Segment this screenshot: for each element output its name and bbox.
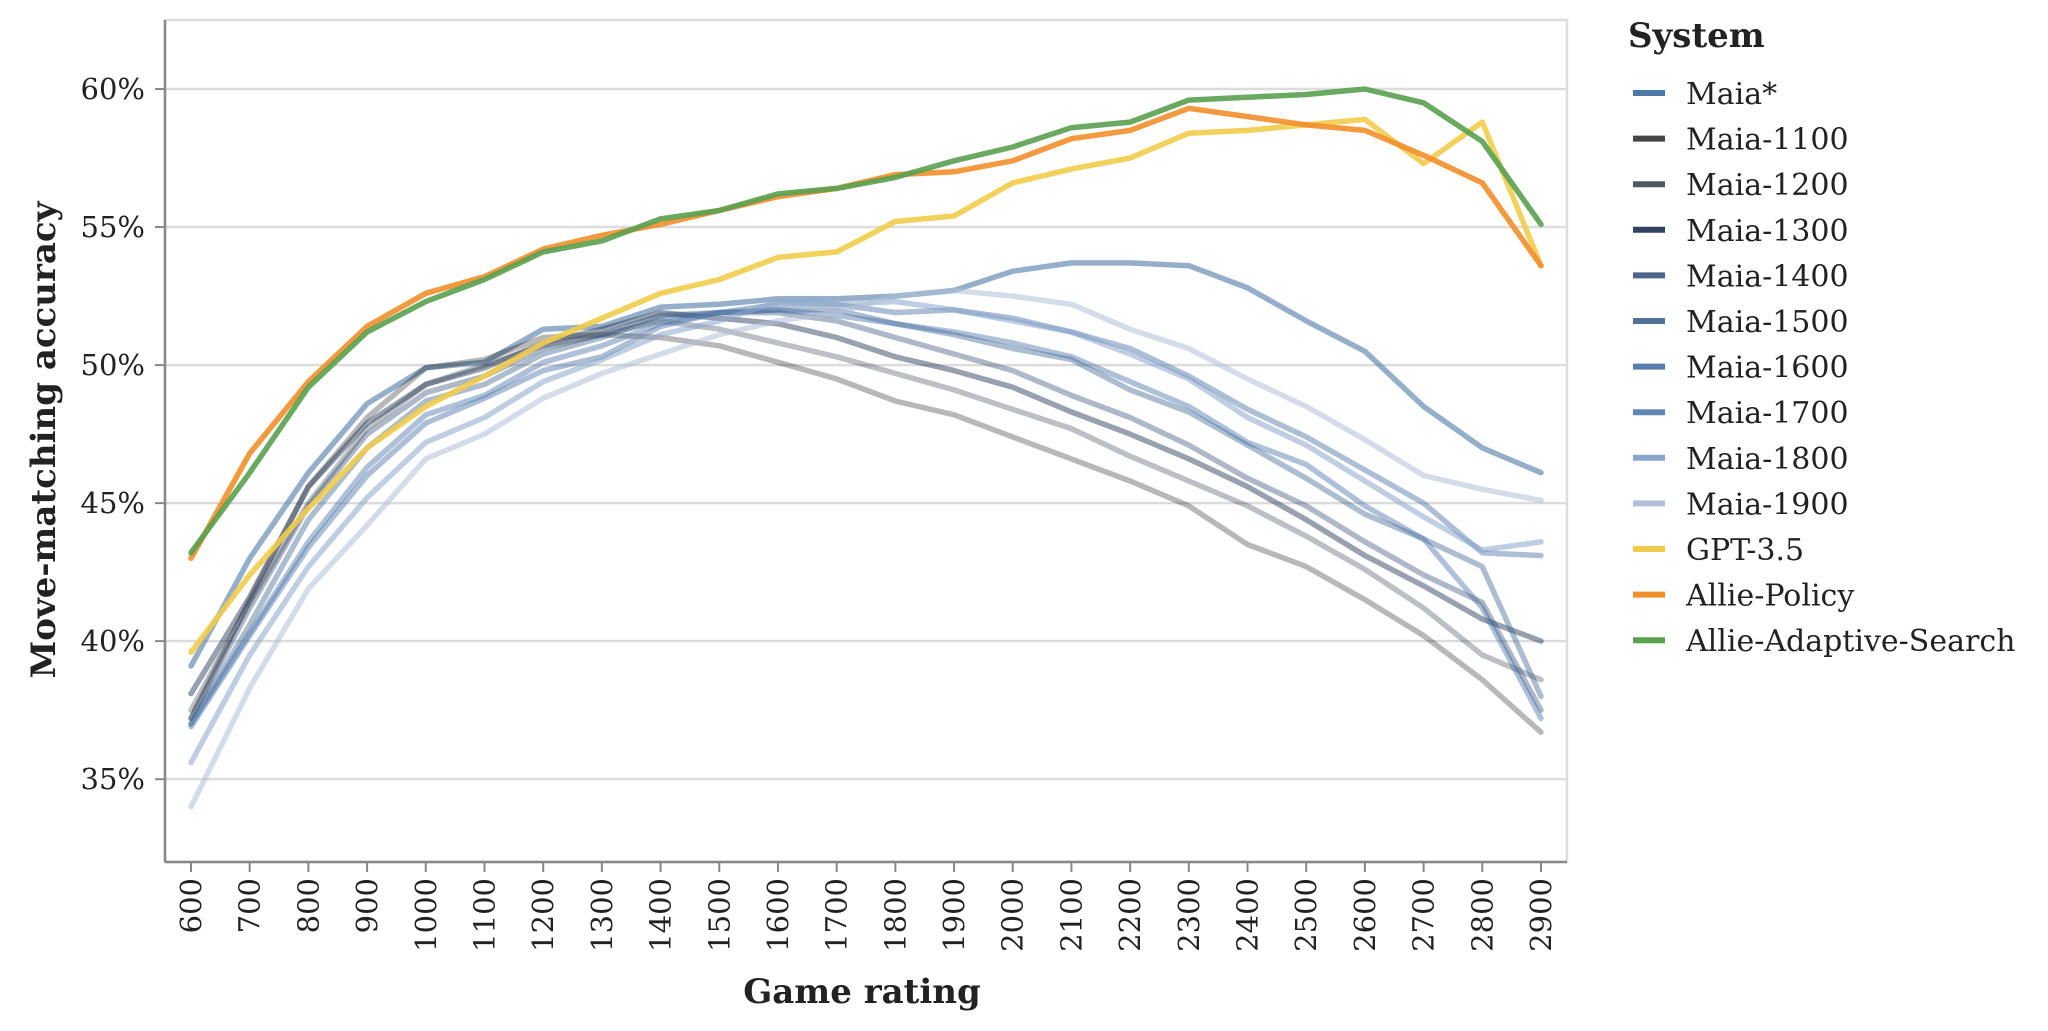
x-tick-label: 1400 (644, 878, 678, 952)
x-tick-label: 1600 (761, 878, 795, 952)
legend-label-maia-1600: Maia-1600 (1686, 351, 1849, 386)
legend-label-maia-1800: Maia-1800 (1686, 442, 1849, 477)
legend-label-maia-1700: Maia-1700 (1686, 396, 1849, 431)
axes: 35% 40% 45% 50% 55% 60% 600 700 800 900 1000 1100 12… (81, 20, 1567, 952)
x-tick-label: 800 (291, 878, 325, 933)
x-tick-label: 900 (350, 878, 384, 933)
y-tick-label: 55% (81, 210, 145, 244)
grid (165, 87, 1567, 781)
legend-label-allie-policy: Allie-Policy (1685, 579, 1854, 614)
x-tick-label: 1000 (409, 878, 443, 952)
legend: System Maia*Maia-1100Maia-1200Maia-1300M… (1628, 16, 2015, 659)
x-tick-label: 1800 (878, 878, 912, 952)
y-tick-label: 40% (81, 624, 145, 658)
legend-label-maia-1100: Maia-1100 (1686, 123, 1849, 158)
series-line-maia-1400 (188, 309, 1544, 722)
x-tick-label: 1500 (702, 878, 736, 952)
y-axis-title: Move-matching accuracy (24, 200, 64, 678)
y-tick-label: 45% (81, 486, 145, 520)
x-tick-label: 1300 (585, 878, 619, 952)
x-tick-label: 2000 (996, 878, 1030, 952)
series-line-maia-1200 (188, 318, 1544, 713)
series-line-maia-1100 (188, 331, 1544, 735)
x-tick-label: 1200 (526, 878, 560, 952)
series-line-maia (188, 260, 1544, 669)
legend-label-allie-adaptive-search: Allie-Adaptive-Search (1685, 624, 2015, 659)
series-line-maia-1600 (188, 307, 1544, 727)
series-line-maia-1700 (188, 301, 1544, 730)
x-axis-title: Game rating (743, 972, 981, 1012)
x-tick-label: 2700 (1407, 878, 1441, 952)
x-tick-label: 2400 (1231, 878, 1265, 952)
y-tick-label: 35% (81, 762, 145, 796)
series-line-maia-1900 (188, 287, 1544, 810)
legend-label-maia-1200: Maia-1200 (1686, 168, 1849, 203)
x-tick-label: 2900 (1524, 878, 1558, 952)
legend-label-maia-1300: Maia-1300 (1686, 214, 1849, 249)
legend-label-maia-1900: Maia-1900 (1686, 487, 1849, 522)
x-tick-label: 1100 (467, 878, 501, 952)
legend-label-maia-1400: Maia-1400 (1686, 259, 1849, 294)
x-tick-label: 1700 (820, 878, 854, 952)
series-line-maia-1800 (188, 298, 1544, 766)
x-tick-label: 2500 (1289, 878, 1323, 952)
series-lines (188, 86, 1544, 810)
legend-label-maia-1500: Maia-1500 (1686, 305, 1849, 340)
series-line-maia-1500 (188, 307, 1544, 727)
x-tick-label: 2600 (1348, 878, 1382, 952)
y-tick-label: 50% (81, 348, 145, 382)
x-tick-label: 2200 (1113, 878, 1147, 952)
x-tick-label: 2100 (1054, 878, 1088, 952)
x-tick-label: 2300 (1172, 878, 1206, 952)
legend-title: System (1628, 16, 1765, 56)
x-tick-label: 1900 (937, 878, 971, 952)
series-line-allie-adaptive-search (188, 86, 1544, 556)
y-tick-label: 60% (81, 72, 145, 106)
series-line-allie-policy (188, 105, 1544, 562)
legend-label-gpt-3-5: GPT-3.5 (1686, 533, 1804, 568)
series-line-maia-1300 (188, 309, 1544, 697)
legend-items: Maia* Maia-1100 Maia-1200 Maia-1300 Maia-140… (1633, 77, 2015, 659)
x-tick-label: 700 (233, 878, 267, 933)
x-tick-label: 2800 (1465, 878, 1499, 952)
x-tick-label: 600 (174, 878, 208, 933)
legend-label-maia: Maia* (1686, 77, 1777, 112)
